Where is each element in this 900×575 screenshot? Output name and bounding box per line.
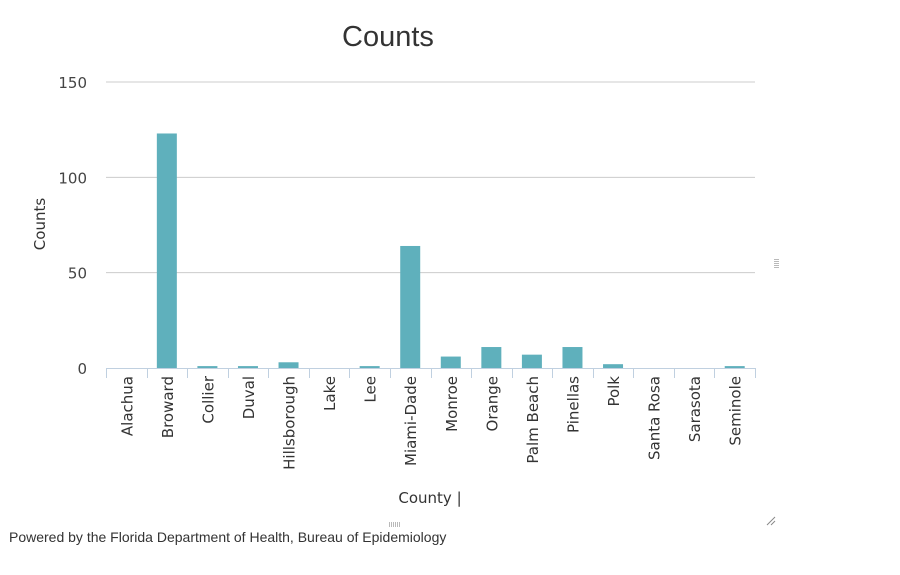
bar-broward[interactable]	[156, 133, 177, 368]
bar-pinellas[interactable]	[562, 347, 583, 368]
x-axis-ticks: Alachua Broward Collier Duval Hillsborough La…	[118, 375, 744, 470]
x-tick-label: Alachua	[118, 376, 136, 436]
x-tick-label: Monroe	[443, 376, 461, 432]
x-axis-title: County |	[398, 489, 461, 507]
resize-corner-icon[interactable]	[766, 516, 776, 526]
x-tick-label: Duval	[240, 376, 258, 419]
y-tick-label: 150	[58, 74, 87, 92]
bar-monroe[interactable]	[440, 356, 461, 368]
bar-polk[interactable]	[603, 364, 624, 368]
y-tick-label: 50	[68, 265, 87, 283]
x-tick-label: Orange	[483, 376, 501, 431]
y-axis-title: Counts	[31, 198, 49, 251]
x-tick-label: Hillsborough	[281, 376, 299, 470]
bar-seminole[interactable]	[724, 366, 745, 368]
bar-duval[interactable]	[237, 366, 258, 368]
x-tick-label: Lake	[321, 376, 339, 411]
x-tick-label: Palm Beach	[524, 376, 542, 464]
bars	[156, 133, 745, 368]
x-tick-label: Miami-Dade	[402, 376, 420, 466]
x-tick-label: Broward	[159, 376, 177, 438]
x-tick-label: Pinellas	[564, 376, 582, 433]
bar-collier[interactable]	[197, 366, 218, 368]
gridlines	[106, 81, 755, 274]
x-tick-label: Lee	[362, 376, 380, 403]
y-tick-label: 0	[77, 360, 87, 378]
bar-hillsborough[interactable]	[278, 362, 299, 368]
resize-grip-right[interactable]	[774, 258, 779, 268]
chart-title: Counts	[342, 21, 434, 53]
bar-orange[interactable]	[481, 347, 502, 368]
x-tick-label: Polk	[605, 376, 623, 407]
bar-lee[interactable]	[359, 366, 380, 368]
y-axis-ticks: 0 50 100 150	[58, 74, 87, 378]
bar-miami-dade[interactable]	[400, 245, 421, 368]
bar-palm-beach[interactable]	[521, 354, 542, 368]
y-tick-label: 100	[58, 169, 87, 187]
x-tick-label: Collier	[199, 375, 217, 423]
x-axis	[106, 368, 756, 378]
x-tick-label: Santa Rosa	[646, 376, 664, 460]
footer-credit: Powered by the Florida Department of Hea…	[9, 529, 447, 545]
x-tick-label: Sarasota	[686, 376, 704, 442]
x-tick-label: Seminole	[727, 376, 745, 446]
resize-grip-bottom[interactable]	[389, 522, 401, 527]
